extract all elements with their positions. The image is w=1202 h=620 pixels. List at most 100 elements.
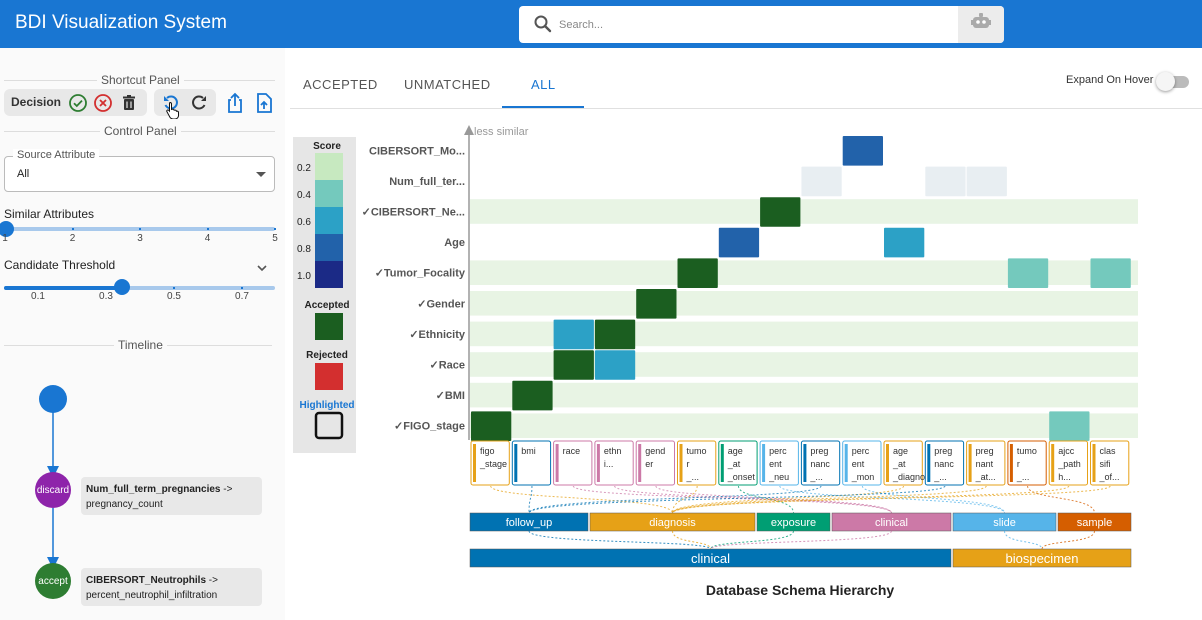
column-label: tumo	[687, 446, 707, 456]
export-button[interactable]	[225, 92, 245, 114]
hierarchy-connector	[672, 485, 987, 514]
similar-attributes-tick-mark	[71, 228, 74, 230]
timeline-title: Timeline	[114, 338, 167, 352]
redo-button[interactable]	[189, 93, 209, 113]
cancel-circle-icon	[94, 94, 112, 112]
robot-icon	[970, 11, 992, 38]
search-box[interactable]	[519, 6, 1004, 43]
column-box	[635, 440, 676, 486]
cursor-icon	[166, 101, 180, 124]
upload-file-icon	[257, 93, 272, 113]
candidate-threshold-tick-mark	[241, 287, 243, 289]
expand-on-hover-thumb[interactable]	[1156, 72, 1175, 91]
tabs-divider	[290, 108, 1202, 109]
row-label: ✓Gender	[417, 298, 465, 310]
hierarchy-connector	[672, 485, 1070, 514]
column-box	[1007, 440, 1047, 486]
timeline-card[interactable]: CIBERSORT_Neutrophils -> percent_neutrop…	[81, 568, 262, 606]
candidate-threshold-track[interactable]	[4, 286, 275, 290]
column-label: _...	[1016, 472, 1030, 482]
heatmap-cell	[471, 411, 512, 441]
timeline-node-accept[interactable]: accept	[35, 563, 71, 599]
hierarchy-connector	[528, 485, 946, 514]
hierarchy-connector	[614, 485, 892, 514]
tab-all[interactable]: ALL	[531, 77, 556, 92]
tab-unmatched[interactable]: UNMATCHED	[404, 77, 491, 92]
column-color-bar	[844, 444, 848, 482]
column-color-bar	[473, 444, 476, 482]
row-band	[470, 413, 1138, 438]
chevron-down-icon[interactable]	[256, 260, 268, 278]
candidate-threshold-thumb[interactable]	[114, 279, 130, 295]
reject-button[interactable]	[93, 93, 113, 113]
hierarchy-connector	[672, 485, 905, 514]
column-label: gend	[645, 446, 665, 456]
left-panel: Shortcut Panel Decision Control Panel So…	[0, 48, 285, 620]
trash-icon	[123, 95, 135, 110]
hierarchy-connector	[672, 485, 1111, 514]
legend-score-swatch	[315, 234, 343, 261]
hierarchy-l1-label: slide	[993, 517, 1016, 529]
row-band	[470, 291, 1138, 316]
column-color-bar	[514, 444, 518, 482]
similar-attributes-tick-label: 4	[204, 233, 211, 244]
tab-accepted[interactable]: ACCEPTED	[303, 77, 378, 92]
candidate-threshold-tick-mark	[37, 287, 39, 289]
column-box	[677, 440, 717, 486]
column-label: race	[563, 446, 581, 456]
import-button[interactable]	[254, 92, 274, 114]
search-input[interactable]	[559, 6, 949, 43]
heatmap-cell	[1049, 411, 1090, 441]
view-tabs: ACCEPTED UNMATCHED ALL	[290, 62, 1202, 110]
similar-attributes-tick-label: 3	[137, 233, 143, 244]
assistant-button[interactable]	[958, 6, 1004, 43]
y-axis-label: less similar	[474, 126, 529, 138]
column-label: preg	[934, 446, 952, 456]
timeline-card[interactable]: Num_full_term_pregnancies -> pregnancy_c…	[81, 477, 262, 515]
candidate-threshold-tick-label: 0.1	[31, 291, 45, 302]
candidate-threshold-tick-mark	[105, 287, 107, 289]
column-label: preg	[976, 446, 994, 456]
column-label: age	[728, 446, 743, 456]
legend-score-label: 1.0	[297, 271, 311, 282]
undo-icon	[164, 95, 178, 110]
row-label: ✓CIBERSORT_Ne...	[362, 207, 465, 219]
timeline-node-discard[interactable]: discard	[35, 472, 71, 508]
candidate-threshold-tick-label: 0.3	[99, 291, 113, 302]
heatmap-cell	[966, 166, 1007, 197]
column-label: clas	[1100, 446, 1117, 456]
column-color-bar	[762, 444, 766, 482]
accept-button[interactable]	[68, 93, 88, 113]
column-label: ethn	[604, 446, 622, 456]
heatmap-cell	[842, 136, 883, 166]
discard-button[interactable]	[119, 93, 139, 113]
undo-button[interactable]	[161, 93, 181, 113]
legend-highlighted-label: Highlighted	[300, 400, 355, 411]
hierarchy-connector	[737, 485, 794, 514]
column-label: r	[687, 459, 690, 469]
row-label: ✓FIGO_stage	[394, 421, 465, 433]
column-label: _...	[686, 472, 700, 482]
similar-attributes-thumb[interactable]	[0, 221, 14, 237]
column-label: _of...	[1099, 472, 1120, 482]
column-label: _...	[933, 472, 947, 482]
source-attribute-select[interactable]: Source Attribute All	[4, 149, 275, 192]
hierarchy-l0-label: clinical	[691, 551, 730, 566]
legend-score-swatch	[315, 207, 343, 234]
legend-rejected-label: Rejected	[306, 350, 348, 361]
column-box	[924, 440, 965, 486]
column-label: nant	[976, 459, 994, 469]
heatmap-cell	[636, 289, 677, 319]
history-group	[154, 89, 216, 120]
column-box	[1090, 440, 1130, 486]
column-label: sifi	[1100, 459, 1111, 469]
hierarchy-l1-label: diagnosis	[649, 517, 696, 529]
hierarchy-connector	[528, 485, 533, 514]
x-axis-label: Database Schema Hierarchy	[706, 582, 895, 598]
timeline-target: pregnancy_count	[86, 499, 163, 510]
column-label: _...	[809, 472, 823, 482]
column-color-bar	[638, 444, 642, 482]
timeline-connectors	[47, 412, 59, 569]
column-label: nanc	[934, 459, 954, 469]
hierarchy-l0-bar	[469, 548, 952, 568]
